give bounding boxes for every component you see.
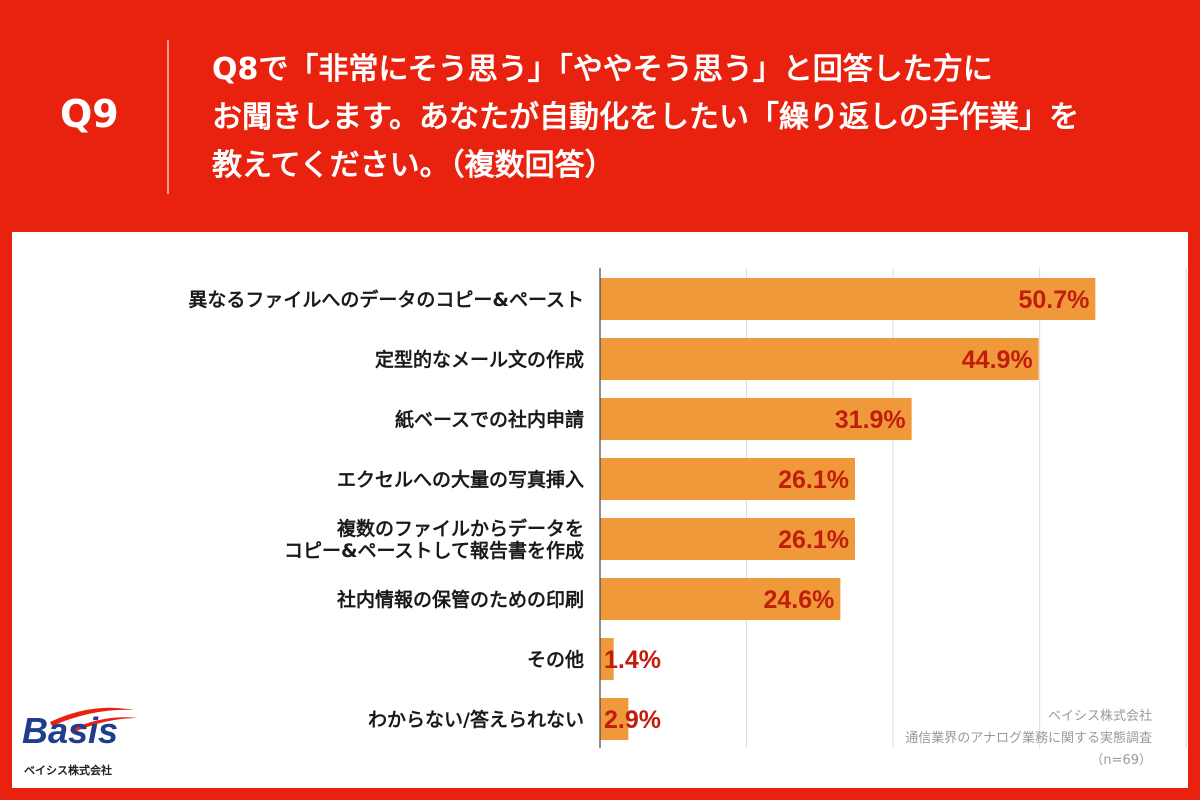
source-sample-size: （n=69） [1090, 753, 1152, 768]
header: Q9 Q8で「非常にそう思う」「ややそう思う」と回答した方に お聞きします。あな… [0, 0, 1200, 232]
value-label: 24.6% [763, 586, 834, 614]
value-label: 1.4% [604, 646, 661, 674]
value-label: 26.1% [778, 526, 849, 554]
question-line-2: お聞きします。あなたが自動化をしたい「繰り返しの手作業」を [212, 100, 1079, 135]
question-line-1: Q8で「非常にそう思う」「ややそう思う」と回答した方に [212, 52, 993, 87]
category-label: わからない/答えられない [368, 708, 584, 731]
value-label: 31.9% [835, 406, 906, 434]
category-label: その他 [527, 648, 584, 671]
header-divider [167, 40, 169, 194]
bar [600, 638, 614, 680]
category-label: 紙ベースでの社内申請 [395, 408, 584, 431]
bar [600, 578, 841, 620]
bar [600, 458, 855, 500]
category-label: 異なるファイルへのデータのコピー&ペースト [188, 288, 584, 311]
category-label: 定型的なメール文の作成 [375, 348, 584, 371]
value-label: 2.9% [604, 706, 661, 734]
category-label: エクセルへの大量の写真挿入 [337, 468, 584, 491]
bar [600, 338, 1039, 380]
basis-logo-icon [50, 707, 138, 733]
value-label: 26.1% [778, 466, 849, 494]
category-label: 複数のファイルからデータを [336, 517, 584, 540]
bar [600, 518, 855, 560]
source-note: ベイシス株式会社 通信業界のアナログ業務に関する実態調査 （n=69） [905, 706, 1152, 772]
question-line-3: 教えてください。（複数回答） [212, 148, 615, 183]
bar [600, 698, 629, 740]
source-survey: 通信業界のアナログ業務に関する実態調査 [905, 731, 1152, 746]
category-label: コピー&ペーストして報告書を作成 [284, 539, 584, 562]
question-text: Q8で「非常にそう思う」「ややそう思う」と回答した方に お聞きします。あなたが自… [212, 46, 1172, 190]
category-label: 社内情報の保管のための印刷 [336, 588, 584, 611]
bar-chart: 異なるファイルへのデータのコピー&ペースト 50.7% 定型的なメール文の作成 44.… [188, 268, 1187, 748]
logo-company-name: ベイシス株式会社 [24, 764, 112, 777]
value-label: 50.7% [1018, 286, 1089, 314]
question-number: Q9 [60, 92, 119, 136]
chart-panel: 異なるファイルへのデータのコピー&ペースト 50.7% 定型的なメール文の作成 44.… [12, 232, 1188, 788]
bar [600, 398, 912, 440]
bar [600, 278, 1096, 320]
source-company: ベイシス株式会社 [1047, 709, 1152, 724]
value-label: 44.9% [962, 346, 1033, 374]
logo-text: Basis [22, 710, 119, 751]
